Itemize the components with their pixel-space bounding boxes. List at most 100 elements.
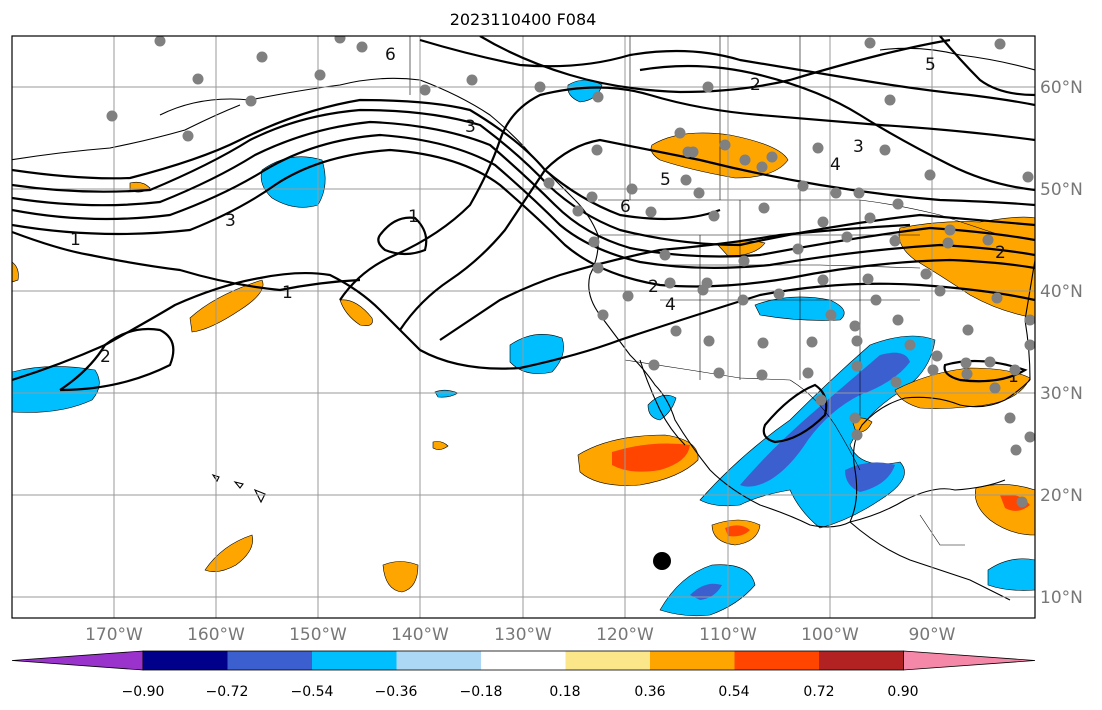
station-dot: [256, 51, 268, 63]
anomaly-blue-region: [647, 394, 677, 421]
latitude-label: 10°N: [1040, 588, 1083, 608]
latitude-label: 40°N: [1040, 282, 1083, 302]
colorbar-tick-label: 0.72: [803, 684, 834, 700]
colorbar-tick-label: −0.90: [122, 684, 165, 700]
colorbar-tick-labels: −0.90 −0.72 −0.54 −0.36 −0.18 0.18 0.36 …: [122, 684, 919, 700]
colorbar-tick-label: −0.54: [291, 684, 334, 700]
station-dot: [792, 243, 804, 255]
anomaly-blue-region: [845, 462, 895, 492]
station-dot: [591, 144, 603, 156]
latitude-label: 60°N: [1040, 78, 1083, 98]
colorbar-frame: [142, 650, 904, 671]
station-dot: [864, 37, 876, 49]
anomaly-orange-region: [725, 525, 750, 537]
colorbar-tick-label: −0.72: [206, 684, 249, 700]
station-dot: [961, 368, 973, 380]
station-dot: [756, 369, 768, 381]
station-dot: [924, 169, 936, 181]
station-dot: [889, 235, 901, 247]
station-dot: [245, 95, 257, 107]
contour-label: 3: [225, 211, 236, 231]
station-dot: [870, 294, 882, 306]
station-dot: [588, 236, 600, 248]
colorbar-tick-label: −0.18: [460, 684, 503, 700]
anomaly-orange-region: [894, 367, 1031, 409]
anomaly-blue-region: [987, 558, 1035, 591]
station-dot: [697, 284, 709, 296]
station-dot: [942, 237, 954, 249]
station-dot: [817, 216, 829, 228]
station-dot: [817, 274, 829, 286]
station-dot: [534, 81, 546, 93]
colorbar: [11, 650, 1036, 671]
colorbar-tick-label: 0.90: [887, 684, 918, 700]
station-dot: [853, 187, 865, 199]
contour-label: 1: [70, 230, 81, 250]
station-dot: [687, 146, 699, 158]
station-dot: [934, 285, 946, 297]
anomaly-orange-region: [189, 279, 264, 333]
station-dot: [708, 210, 720, 222]
colorbar-segment: [143, 651, 228, 670]
contour-label: 4: [830, 155, 841, 175]
station-dot: [648, 359, 660, 371]
contour-label: 2: [750, 75, 761, 95]
station-dot: [841, 231, 853, 243]
anomaly-orange-region: [339, 299, 373, 326]
colorbar-extend-min: [11, 650, 144, 671]
station-dot: [597, 309, 609, 321]
station-dot: [419, 84, 431, 96]
station-dot: [1024, 339, 1035, 351]
station-dot: [713, 367, 725, 379]
colorbar-segment: [396, 651, 482, 670]
station-dot: [572, 205, 584, 217]
station-dot: [849, 320, 861, 332]
contour-label-group: 6 2 5 3 4 3 5 6 3 1 1 1 2 4 2 2 1: [70, 45, 1019, 387]
longitude-label: 140°W: [391, 625, 449, 645]
longitude-label: 120°W: [596, 625, 654, 645]
station-dot: [884, 94, 896, 106]
longitude-label: 150°W: [289, 625, 347, 645]
station-dot: [982, 234, 994, 246]
station-dot: [626, 183, 638, 195]
station-dot: [106, 110, 118, 122]
station-dot: [543, 177, 555, 189]
longitude-label: 170°W: [85, 625, 143, 645]
station-dot: [944, 224, 956, 236]
station-dot: [592, 262, 604, 274]
station-dot: [1016, 496, 1028, 508]
station-dot: [830, 187, 842, 199]
map-title: 2023110400 F084: [449, 10, 597, 29]
contour-lines: [12, 36, 1035, 444]
colorbar-segment: [819, 651, 904, 670]
station-dot: [466, 74, 478, 86]
contour-label: 6: [385, 45, 396, 65]
contour-label: 2: [995, 243, 1006, 263]
station-dot: [1024, 314, 1035, 326]
station-dot: [693, 187, 705, 199]
station-dot: [1010, 444, 1022, 456]
contour-label: 1: [282, 283, 293, 303]
coastlines: [12, 47, 1035, 601]
longitude-label: 130°W: [494, 625, 552, 645]
map-frame: [11, 35, 1036, 619]
station-dot: [664, 277, 676, 289]
station-dot: [739, 154, 751, 166]
station-dot: [670, 325, 682, 337]
anomaly-orange-region: [12, 261, 19, 283]
station-dot: [702, 81, 714, 93]
colorbar-tick-label: 0.18: [549, 684, 580, 700]
station-dot: [812, 142, 824, 154]
station-dot: [757, 337, 769, 349]
station-marker-black: [653, 552, 671, 570]
colorbar-segment: [650, 651, 735, 670]
station-dot: [851, 360, 863, 372]
contour-label: 3: [853, 137, 864, 157]
colorbar-extend-max: [903, 650, 1036, 671]
latitude-label: 50°N: [1040, 180, 1083, 200]
station-dot: [920, 268, 932, 280]
station-dot: [862, 273, 874, 285]
station-dots: [106, 36, 1035, 508]
station-dot: [719, 139, 731, 151]
